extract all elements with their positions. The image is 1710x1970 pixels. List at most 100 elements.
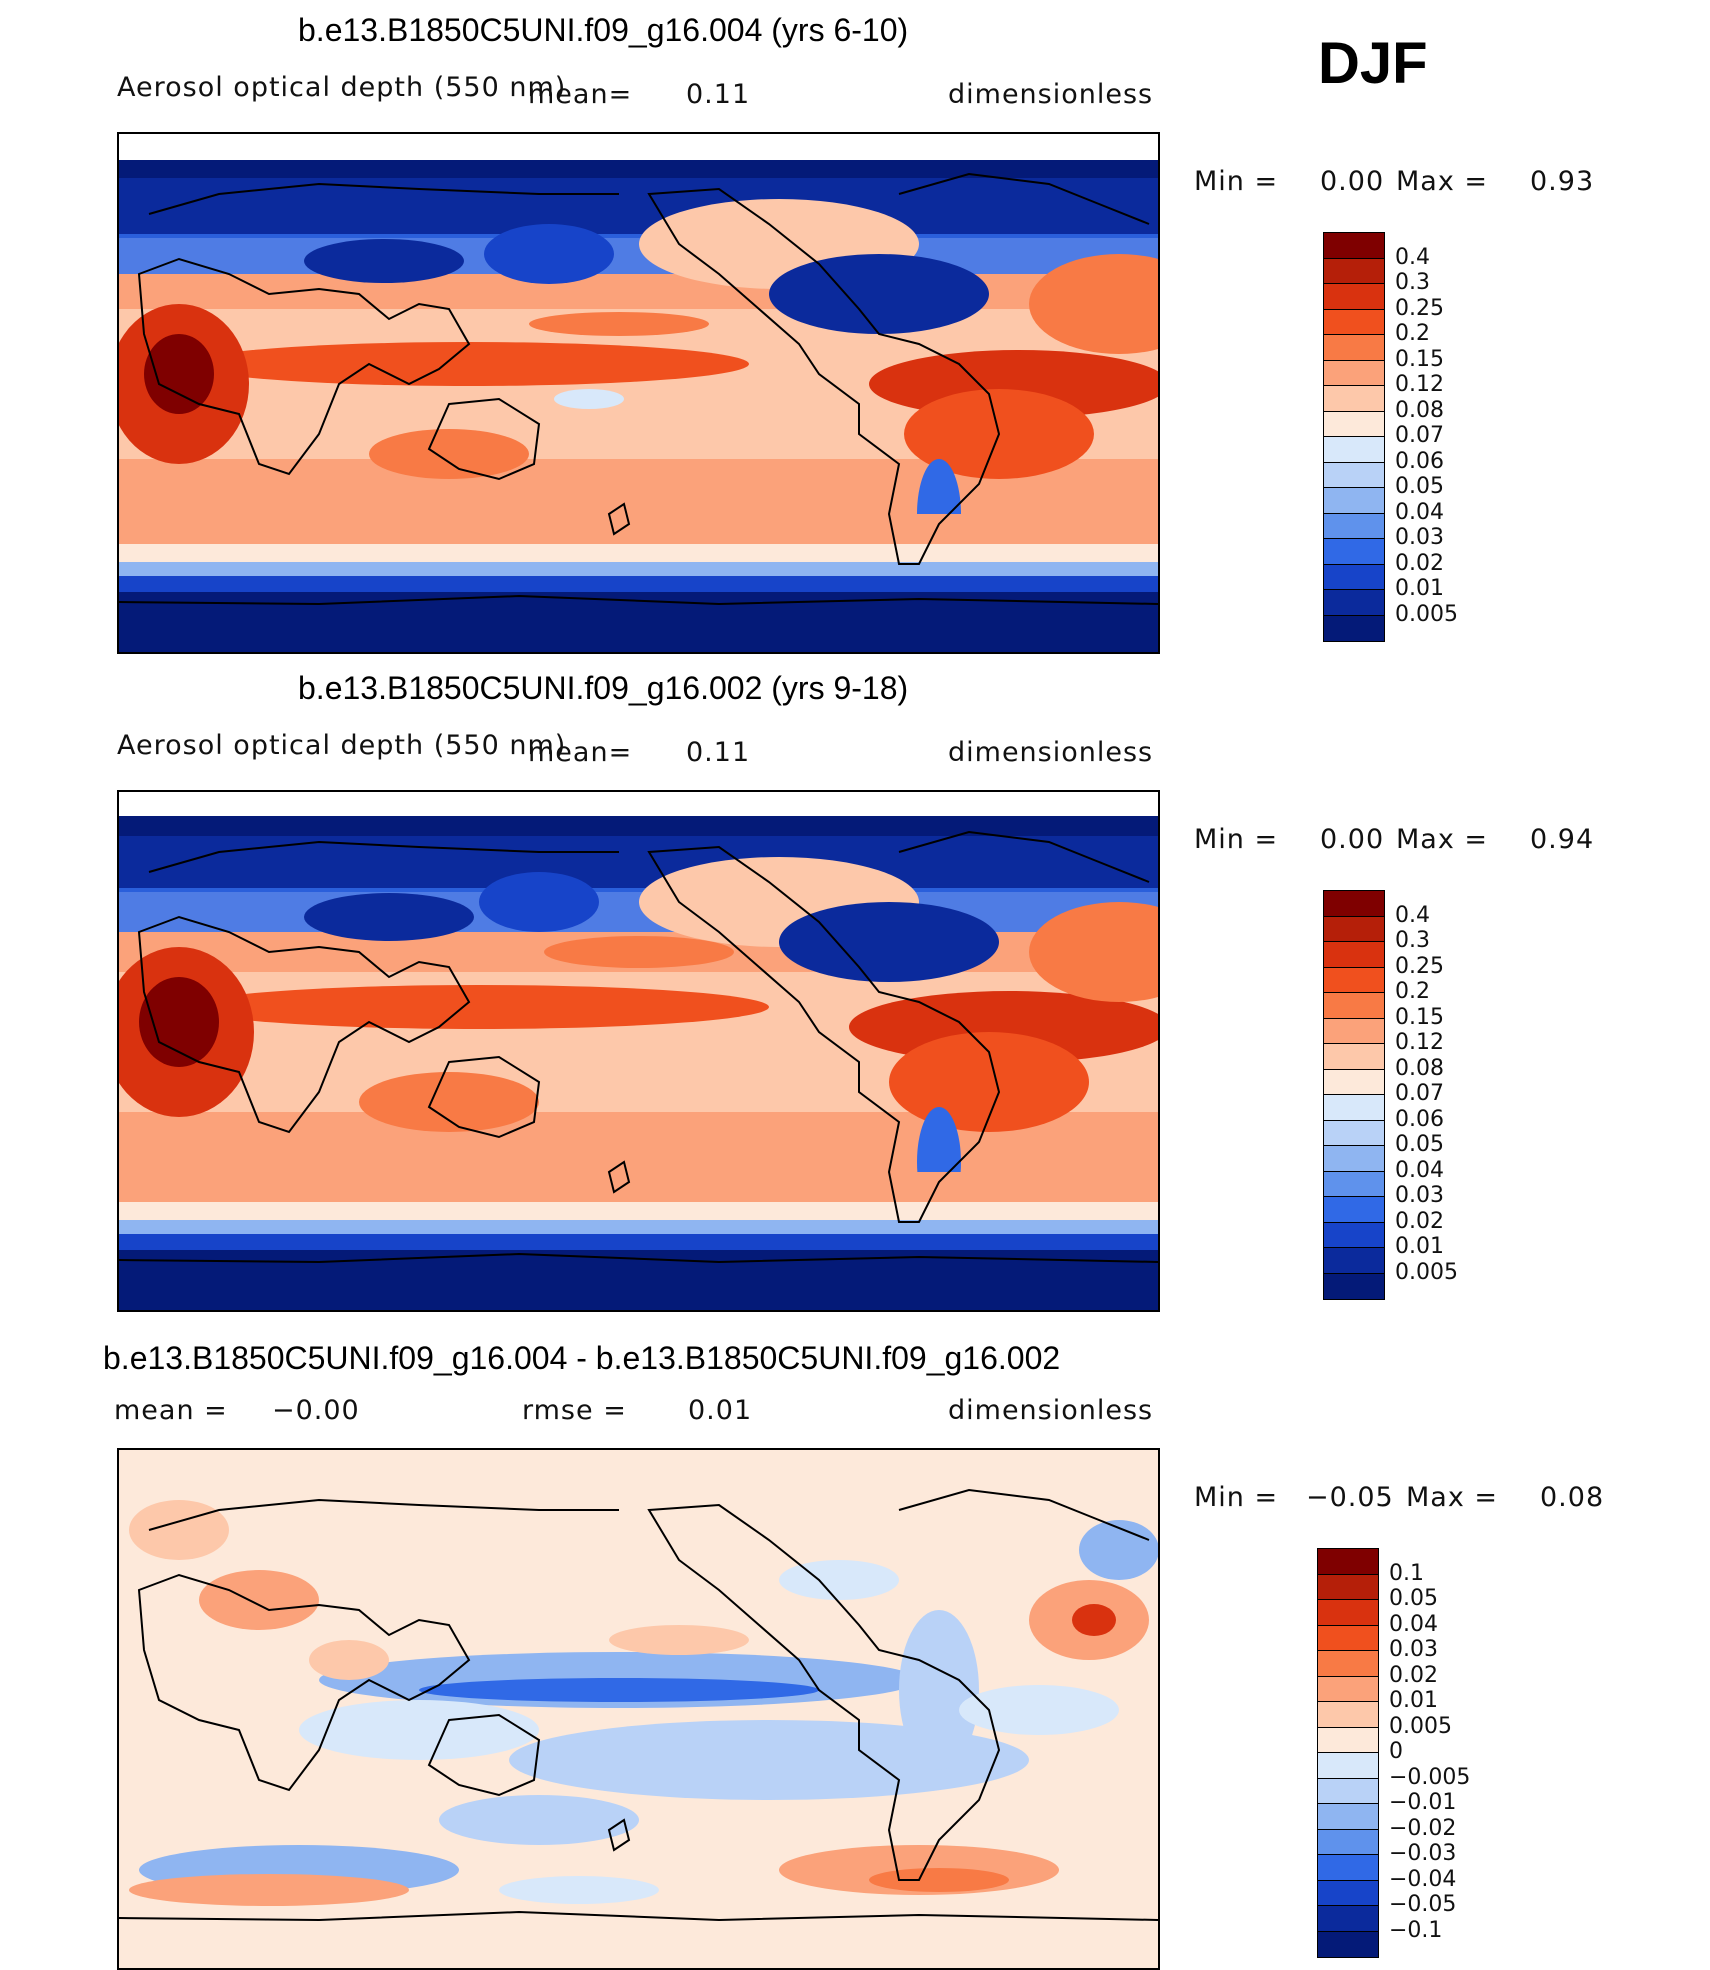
colorbar-swatch — [1324, 386, 1384, 412]
colorbar-level-label: −0.03 — [1389, 1841, 1457, 1866]
panel-3-max-label: Max = — [1406, 1482, 1499, 1513]
colorbar-level-label: −0.005 — [1389, 1764, 1471, 1790]
colorbar-level-label: 0.12 — [1395, 1030, 1444, 1055]
colorbar-level-label: 0.01 — [1395, 576, 1444, 601]
colorbar-level-label: 0.05 — [1395, 1132, 1444, 1157]
colorbar-swatch — [1324, 1273, 1384, 1299]
colorbar-swatch — [1324, 891, 1384, 917]
colorbar-swatch — [1324, 916, 1384, 942]
panel-3-map-graphic — [119, 1450, 1158, 1968]
colorbar-level-label: 0.005 — [1395, 1259, 1458, 1285]
colorbar-swatch — [1318, 1906, 1378, 1932]
colorbar-swatch — [1318, 1549, 1378, 1575]
colorbar-swatch — [1318, 1702, 1378, 1728]
panel-1-max-label: Max = — [1396, 166, 1489, 197]
panel-1-map-graphic — [119, 134, 1158, 652]
colorbar-swatch — [1324, 615, 1384, 641]
colorbar-swatch — [1318, 1778, 1378, 1804]
colorbar-swatch — [1324, 1069, 1384, 1095]
colorbar-swatch — [1318, 1727, 1378, 1753]
colorbar-level-label: 0.05 — [1395, 474, 1444, 499]
colorbar-swatch — [1324, 967, 1384, 993]
colorbar-swatch — [1324, 564, 1384, 590]
colorbar-level-label: 0.03 — [1395, 1183, 1444, 1208]
panel-2-min-value: 0.00 — [1320, 824, 1385, 855]
colorbar-level-label: 0.03 — [1395, 525, 1444, 550]
colorbar-level-label: 0.005 — [1395, 601, 1458, 627]
colorbar-level-label: 0.15 — [1395, 1004, 1444, 1030]
colorbar-level-label: 0.25 — [1395, 953, 1444, 979]
colorbar-level-label: 0.02 — [1395, 1208, 1444, 1234]
panel-3-max-value: 0.08 — [1540, 1482, 1605, 1513]
panel-2-map — [117, 790, 1160, 1312]
panel-2-map-graphic — [119, 792, 1158, 1310]
colorbar-level-label: 0.3 — [1395, 928, 1430, 953]
colorbar-swatch — [1324, 1120, 1384, 1146]
colorbar-level-label: −0.1 — [1389, 1917, 1443, 1943]
colorbar-swatch — [1324, 258, 1384, 284]
panel-3-mean-label: mean = — [114, 1395, 228, 1426]
colorbar-swatch — [1318, 1651, 1378, 1677]
colorbar-level-label: 0.4 — [1395, 244, 1430, 270]
panel-2-mean-label: mean= — [528, 737, 633, 768]
colorbar-swatch — [1324, 993, 1384, 1019]
colorbar-swatch — [1318, 1625, 1378, 1651]
panel-2-mean-value: 0.11 — [686, 737, 751, 768]
colorbar-swatch — [1324, 1018, 1384, 1044]
colorbar-level-label: 0.2 — [1395, 979, 1430, 1004]
panel-3-mean-value: −0.00 — [272, 1395, 360, 1426]
colorbar-swatch — [1324, 284, 1384, 310]
colorbar-swatch — [1324, 1146, 1384, 1172]
colorbar-swatch — [1324, 335, 1384, 361]
panel-1-units: dimensionless — [948, 79, 1154, 110]
colorbar-swatch — [1324, 539, 1384, 565]
colorbar-swatch — [1318, 1931, 1378, 1957]
colorbar-swatch — [1324, 360, 1384, 386]
colorbar-level-label: 0.06 — [1395, 448, 1444, 474]
panel-2-max-value: 0.94 — [1530, 824, 1595, 855]
colorbar-level-label: 0.07 — [1395, 1081, 1444, 1106]
panel-1-map — [117, 132, 1160, 654]
colorbar-level-label: 0.08 — [1395, 1055, 1444, 1081]
panel-3-units: dimensionless — [948, 1395, 1154, 1426]
panel-2-max-label: Max = — [1396, 824, 1489, 855]
colorbar-level-label: 0.04 — [1395, 1157, 1444, 1183]
panel-1-mean-label: mean= — [528, 79, 633, 110]
colorbar-swatch — [1324, 411, 1384, 437]
colorbar-level-label: 0 — [1389, 1739, 1403, 1764]
colorbar-swatch — [1324, 1095, 1384, 1121]
panel-3-colorbar — [1317, 1548, 1379, 1958]
panel-3-rmse-label: rmse = — [522, 1395, 627, 1426]
colorbar-level-label: −0.02 — [1389, 1815, 1457, 1841]
season-label: DJF — [1318, 31, 1428, 96]
colorbar-swatch — [1324, 1171, 1384, 1197]
panel-1-title: b.e13.B1850C5UNI.f09_g16.004 (yrs 6-10) — [298, 12, 909, 48]
panel-3-min-value: −0.05 — [1306, 1482, 1394, 1513]
colorbar-swatch — [1318, 1829, 1378, 1855]
panel-3-map — [117, 1448, 1160, 1970]
colorbar-swatch — [1324, 437, 1384, 463]
colorbar-level-label: 0.12 — [1395, 372, 1444, 397]
colorbar-level-label: −0.04 — [1389, 1866, 1457, 1892]
colorbar-swatch — [1318, 1574, 1378, 1600]
colorbar-level-label: 0.4 — [1395, 902, 1430, 928]
colorbar-swatch — [1318, 1855, 1378, 1881]
panel-3-min-label: Min = — [1194, 1482, 1279, 1513]
panel-1-max-value: 0.93 — [1530, 166, 1595, 197]
colorbar-level-label: 0.04 — [1389, 1611, 1438, 1637]
colorbar-swatch — [1324, 590, 1384, 616]
colorbar-swatch — [1324, 942, 1384, 968]
panel-1-min-value: 0.00 — [1320, 166, 1385, 197]
panel-1-mean-value: 0.11 — [686, 79, 751, 110]
colorbar-level-label: 0.005 — [1389, 1713, 1452, 1739]
colorbar-level-label: 0.08 — [1395, 397, 1444, 423]
colorbar-swatch — [1318, 1880, 1378, 1906]
colorbar-swatch — [1324, 513, 1384, 539]
colorbar-level-label: 0.03 — [1389, 1637, 1438, 1662]
panel-1-variable: Aerosol optical depth (550 nm) — [117, 72, 567, 103]
colorbar-swatch — [1318, 1600, 1378, 1626]
colorbar-level-label: 0.06 — [1395, 1106, 1444, 1132]
colorbar-level-label: 0.04 — [1395, 499, 1444, 525]
colorbar-swatch — [1318, 1676, 1378, 1702]
colorbar-swatch — [1324, 488, 1384, 514]
